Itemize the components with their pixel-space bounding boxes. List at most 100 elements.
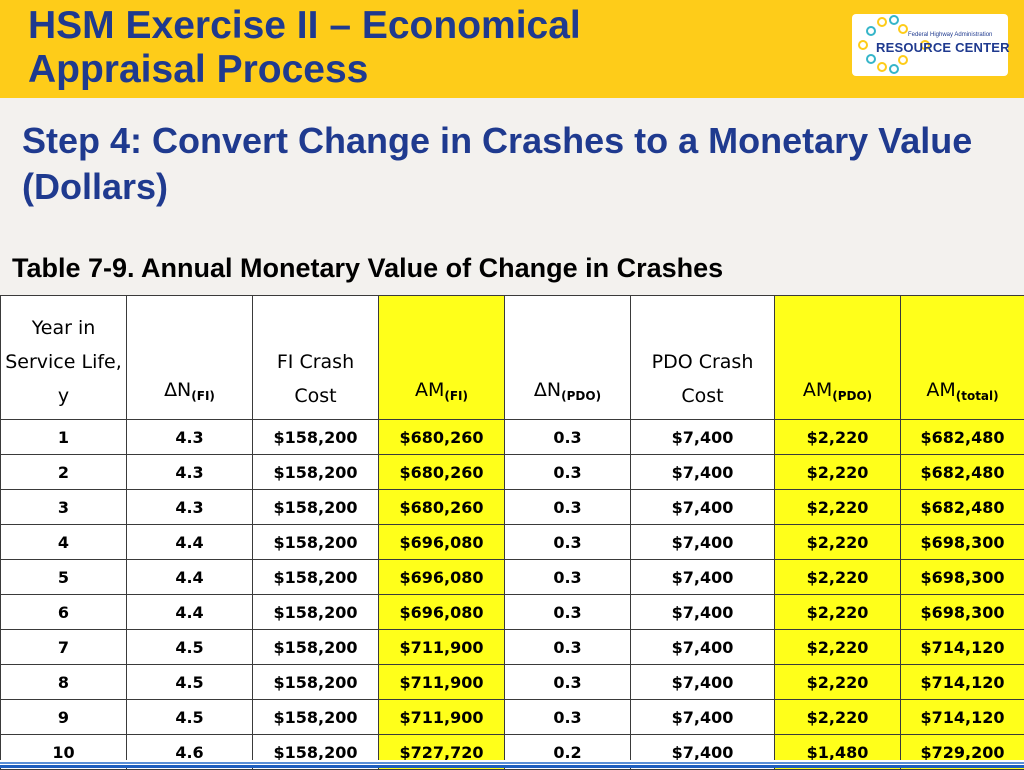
cell-delta-n-fi: 4.4: [127, 560, 253, 595]
cell-am-pdo: $2,220: [775, 490, 901, 525]
cell-delta-n-fi: 4.5: [127, 665, 253, 700]
cell-pdo-crash-cost: $7,400: [631, 630, 775, 665]
table-caption: Table 7-9. Annual Monetary Value of Chan…: [12, 250, 723, 286]
column-header-am-pdo: AM(PDO): [775, 296, 901, 420]
cell-pdo-crash-cost: $7,400: [631, 560, 775, 595]
slide-title: HSM Exercise II – Economical Appraisal P…: [28, 4, 581, 92]
cell-fi-crash-cost: $158,200: [253, 560, 379, 595]
cell-am-total: $714,120: [901, 700, 1024, 735]
column-header-subscript: (PDO): [832, 389, 872, 403]
cell-year: 3: [1, 490, 127, 525]
column-header-subscript: (total): [956, 389, 999, 403]
footer-divider: [0, 760, 1024, 768]
cell-year: 2: [1, 455, 127, 490]
cell-am-fi: $711,900: [379, 700, 505, 735]
header-bar: HSM Exercise II – Economical Appraisal P…: [0, 0, 1024, 98]
cell-delta-n-fi: 4.5: [127, 630, 253, 665]
cell-am-total: $714,120: [901, 630, 1024, 665]
cell-am-fi: $696,080: [379, 560, 505, 595]
cell-am-pdo: $2,220: [775, 455, 901, 490]
cell-delta-n-pdo: 0.3: [505, 595, 631, 630]
column-header-label: AM: [415, 379, 444, 401]
slide-title-line-2: Appraisal Process: [28, 48, 368, 91]
cell-pdo-crash-cost: $7,400: [631, 700, 775, 735]
cell-delta-n-pdo: 0.3: [505, 490, 631, 525]
column-header-label: PDO Crash Cost: [652, 351, 754, 407]
cell-delta-n-fi: 4.4: [127, 595, 253, 630]
cell-fi-crash-cost: $158,200: [253, 525, 379, 560]
cell-year: 9: [1, 700, 127, 735]
logo-subtitle: Federal Highway Administration: [908, 32, 992, 38]
cell-fi-crash-cost: $158,200: [253, 595, 379, 630]
column-header-subscript: (PDO): [561, 389, 601, 403]
logo-name: RESOURCE CENTER: [876, 40, 1010, 55]
column-header-delta-n-pdo: ΔN(PDO): [505, 296, 631, 420]
column-header-year: Year in Service Life, y: [1, 296, 127, 420]
cell-pdo-crash-cost: $7,400: [631, 665, 775, 700]
cell-am-pdo: $2,220: [775, 525, 901, 560]
cell-year: 5: [1, 560, 127, 595]
cell-am-pdo: $2,220: [775, 420, 901, 455]
column-header-subscript: (FI): [444, 389, 468, 403]
cell-fi-crash-cost: $158,200: [253, 700, 379, 735]
cell-am-total: $698,300: [901, 525, 1024, 560]
cell-delta-n-pdo: 0.3: [505, 560, 631, 595]
cell-am-total: $698,300: [901, 595, 1024, 630]
cell-am-total: $682,480: [901, 455, 1024, 490]
cell-fi-crash-cost: $158,200: [253, 630, 379, 665]
cell-am-fi: $711,900: [379, 630, 505, 665]
cell-am-pdo: $2,220: [775, 665, 901, 700]
step-title: Step 4: Convert Change in Crashes to a M…: [22, 118, 982, 210]
cell-delta-n-pdo: 0.3: [505, 525, 631, 560]
cell-am-total: $698,300: [901, 560, 1024, 595]
cell-pdo-crash-cost: $7,400: [631, 525, 775, 560]
cell-delta-n-pdo: 0.3: [505, 455, 631, 490]
cell-year: 7: [1, 630, 127, 665]
cell-am-fi: $711,900: [379, 665, 505, 700]
cell-delta-n-pdo: 0.3: [505, 665, 631, 700]
cell-pdo-crash-cost: $7,400: [631, 490, 775, 525]
column-header-am-fi: AM(FI): [379, 296, 505, 420]
cell-pdo-crash-cost: $7,400: [631, 420, 775, 455]
cell-year: 8: [1, 665, 127, 700]
column-header-label: Year in Service Life, y: [5, 317, 122, 407]
cell-am-total: $682,480: [901, 490, 1024, 525]
cell-am-pdo: $2,220: [775, 595, 901, 630]
cell-fi-crash-cost: $158,200: [253, 455, 379, 490]
column-header-label: AM: [803, 379, 832, 401]
cell-delta-n-pdo: 0.3: [505, 630, 631, 665]
cell-delta-n-fi: 4.3: [127, 455, 253, 490]
cell-delta-n-fi: 4.4: [127, 525, 253, 560]
cell-am-total: $714,120: [901, 665, 1024, 700]
cell-delta-n-fi: 4.3: [127, 490, 253, 525]
cell-am-fi: $696,080: [379, 525, 505, 560]
cell-year: 4: [1, 525, 127, 560]
slide-title-line-1: HSM Exercise II – Economical: [28, 4, 581, 47]
cell-delta-n-fi: 4.5: [127, 700, 253, 735]
column-header-label: ΔN: [164, 379, 191, 401]
cell-delta-n-pdo: 0.3: [505, 700, 631, 735]
column-header-label: FI Crash Cost: [277, 351, 354, 407]
column-header-pdo-crash-cost: PDO Crash Cost: [631, 296, 775, 420]
cell-am-fi: $680,260: [379, 455, 505, 490]
cell-pdo-crash-cost: $7,400: [631, 595, 775, 630]
column-header-label: ΔN: [534, 379, 561, 401]
column-header-delta-n-fi: ΔN(FI): [127, 296, 253, 420]
cell-year: 1: [1, 420, 127, 455]
cell-am-pdo: $2,220: [775, 700, 901, 735]
resource-center-logo: Federal Highway Administration RESOURCE …: [852, 14, 1008, 76]
column-header-subscript: (FI): [191, 389, 215, 403]
cell-am-fi: $680,260: [379, 420, 505, 455]
cell-fi-crash-cost: $158,200: [253, 420, 379, 455]
